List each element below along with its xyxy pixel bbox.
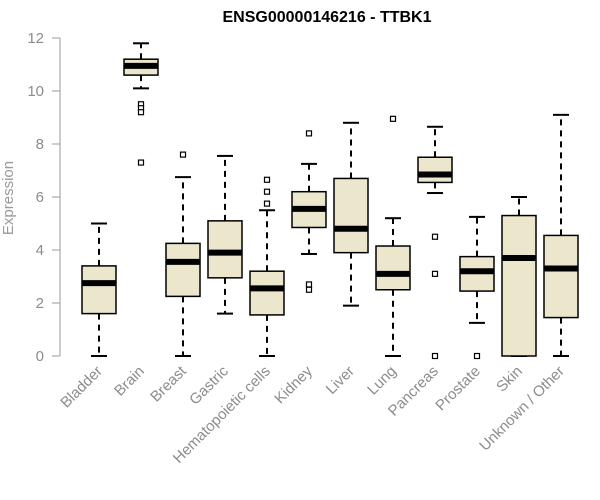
box-group [165, 151, 201, 357]
outlier-point [305, 281, 313, 288]
box-group [459, 215, 495, 360]
chart-title: ENSG00000146216 - TTBK1 [223, 9, 432, 26]
box-group [249, 176, 285, 357]
iqr-box [333, 177, 369, 254]
outlier-point [305, 130, 313, 137]
x-tick-label: Liver [323, 363, 358, 398]
x-tick-label: Prostate [432, 363, 484, 415]
outlier-point [431, 233, 439, 240]
y-tick-label: 10 [27, 83, 44, 100]
outlier-point [473, 352, 481, 360]
outlier-point [431, 270, 439, 277]
iqr-box [375, 245, 411, 291]
box-group [375, 115, 411, 357]
iqr-box [207, 220, 243, 279]
box-group [291, 130, 327, 293]
y-axis: 0 2 4 6 8 10 12 [27, 30, 61, 365]
x-tick-label: Breast [147, 362, 190, 405]
outlier-point [263, 200, 271, 207]
x-tick-label: Kidney [271, 362, 316, 407]
boxes-layer [81, 42, 579, 360]
box-group [81, 222, 117, 357]
y-tick-label: 0 [36, 348, 44, 365]
x-tick-label: Bladder [57, 363, 106, 412]
outlier-point [263, 176, 271, 183]
iqr-box [543, 234, 579, 319]
outlier-point [431, 352, 439, 360]
box-group [123, 42, 159, 166]
iqr-box [417, 156, 453, 184]
x-tick-label: Lung [364, 363, 400, 399]
y-tick-label: 12 [27, 30, 44, 47]
outlier-point [389, 115, 397, 122]
y-tick-label: 6 [36, 189, 44, 206]
outlier-point [137, 159, 145, 166]
box-group [501, 196, 537, 357]
y-axis-label: Expression [0, 161, 17, 235]
iqr-box [249, 270, 285, 316]
y-tick-label: 2 [36, 295, 44, 312]
x-tick-label: Brain [111, 363, 148, 400]
box-group [543, 113, 579, 357]
outlier-point [179, 151, 187, 158]
outlier-point [263, 188, 271, 195]
box-group [207, 154, 243, 315]
iqr-box [501, 214, 537, 357]
outlier-point [305, 286, 313, 293]
box-group [333, 121, 369, 307]
y-tick-label: 4 [36, 242, 44, 259]
outlier-point [137, 109, 145, 116]
iqr-box [165, 242, 201, 298]
iqr-box [81, 265, 117, 315]
box-group [417, 125, 453, 360]
x-tick-label: Skin [493, 363, 526, 396]
y-tick-label: 8 [36, 136, 44, 153]
